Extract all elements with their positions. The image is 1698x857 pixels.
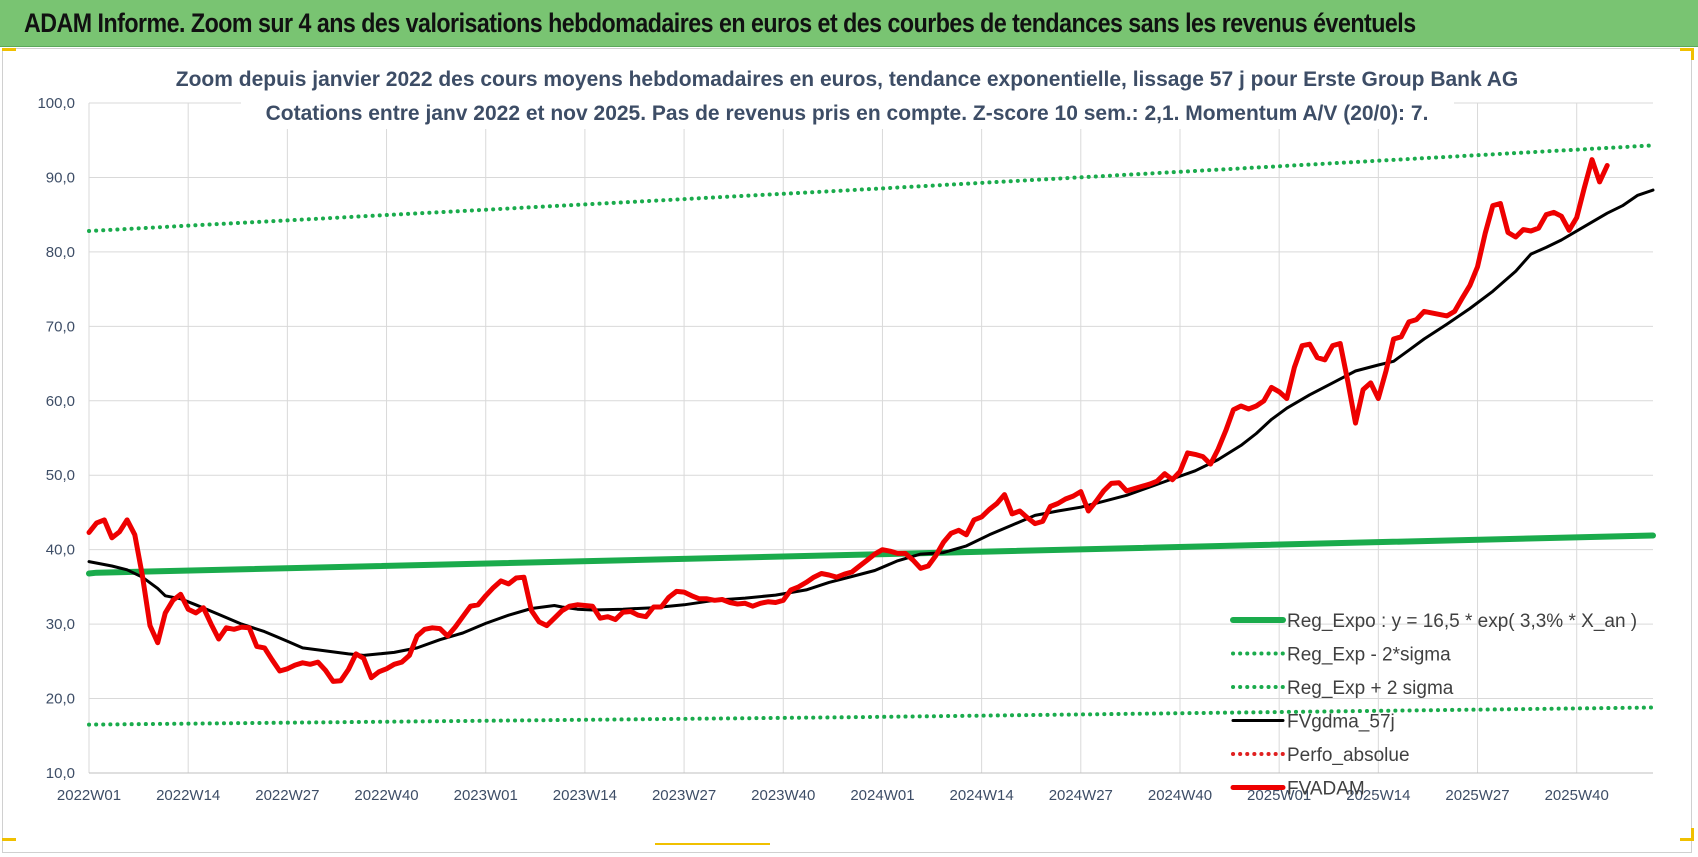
chart-title-block: Zoom depuis janvier 2022 des cours moyen… — [176, 59, 1518, 129]
y-tick-label: 100,0 — [37, 95, 75, 112]
x-tick-label: 2022W27 — [255, 787, 319, 804]
series-line-2 — [87, 143, 1655, 233]
y-tick-label: 10,0 — [46, 765, 75, 782]
x-tick-label: 2022W01 — [57, 787, 121, 804]
x-tick-label: 2024W01 — [850, 787, 914, 804]
y-tick-label: 30,0 — [46, 616, 75, 633]
y-tick-label: 80,0 — [46, 244, 75, 261]
chart-title: Zoom depuis janvier 2022 des cours moyen… — [176, 68, 1518, 91]
chart-frame: 10,0 20,0 30,0 40,0 50,0 60,0 70,0 80,0 90,0 100,… — [2, 48, 1692, 853]
corner-mark-tl — [2, 48, 16, 51]
series-line-1 — [87, 705, 1655, 727]
legend-label: FVADAM — [1287, 779, 1365, 800]
x-tick-label: 2024W14 — [950, 787, 1014, 804]
corner-mark-bottom-center — [655, 843, 770, 845]
x-tick-label: 2025W01 — [1247, 787, 1311, 804]
x-tick-label: 2024W40 — [1148, 787, 1212, 804]
legend: Reg_Expo : y = 16,5 * exp( 3,3% * X_an )… — [1230, 611, 1637, 800]
y-tick-label: 60,0 — [46, 393, 75, 410]
series-line-0 — [86, 532, 1656, 577]
axis-layer: 10,0 20,0 30,0 40,0 50,0 60,0 70,0 80,0 90,0 100,… — [37, 95, 1653, 804]
series-layer — [86, 143, 1656, 727]
chart-plot: 10,0 20,0 30,0 40,0 50,0 60,0 70,0 80,0 90,0 100,… — [37, 59, 1656, 804]
x-tick-label: 2025W40 — [1545, 787, 1609, 804]
x-tick-label: 2023W27 — [652, 787, 716, 804]
legend-label: FVgdma_57j — [1287, 712, 1395, 733]
y-tick-label: 70,0 — [46, 318, 75, 335]
chart-subtitle: Cotations entre janv 2022 et nov 2025. P… — [266, 102, 1429, 125]
x-tick-label: 2025W14 — [1346, 787, 1410, 804]
x-tick-label: 2022W40 — [354, 787, 418, 804]
corner-mark-bl — [2, 838, 16, 841]
grid-layer — [88, 102, 1653, 774]
y-tick-label: 90,0 — [46, 169, 75, 186]
x-tick-label: 2023W40 — [751, 787, 815, 804]
y-tick-label: 50,0 — [46, 467, 75, 484]
page-title: ADAM Informe. Zoom sur 4 ans des valoris… — [24, 8, 1416, 38]
x-tick-label: 2024W27 — [1049, 787, 1113, 804]
corner-mark-br — [1680, 838, 1694, 841]
x-tick-label: 2023W01 — [454, 787, 518, 804]
corner-mark-right — [1691, 48, 1694, 60]
y-tick-label: 40,0 — [46, 542, 75, 559]
legend-label: Perfo_absolue — [1287, 745, 1410, 766]
header-banner: ADAM Informe. Zoom sur 4 ans des valoris… — [0, 0, 1698, 47]
x-tick-label: 2023W14 — [553, 787, 617, 804]
legend-label: Reg_Exp - 2*sigma — [1287, 645, 1451, 666]
corner-mark-right-bottom — [1691, 828, 1694, 840]
series-line-5 — [86, 157, 1610, 684]
y-tick-label: 20,0 — [46, 691, 75, 708]
x-tick-label: 2022W14 — [156, 787, 220, 804]
legend-label: Reg_Exp + 2 sigma — [1287, 678, 1454, 699]
title-background — [241, 59, 1454, 129]
series-line-3 — [87, 188, 1655, 657]
x-tick-label: 2025W27 — [1445, 787, 1509, 804]
corner-mark-tr — [1680, 48, 1694, 51]
legend-label: Reg_Expo : y = 16,5 * exp( 3,3% * X_an ) — [1287, 611, 1637, 632]
